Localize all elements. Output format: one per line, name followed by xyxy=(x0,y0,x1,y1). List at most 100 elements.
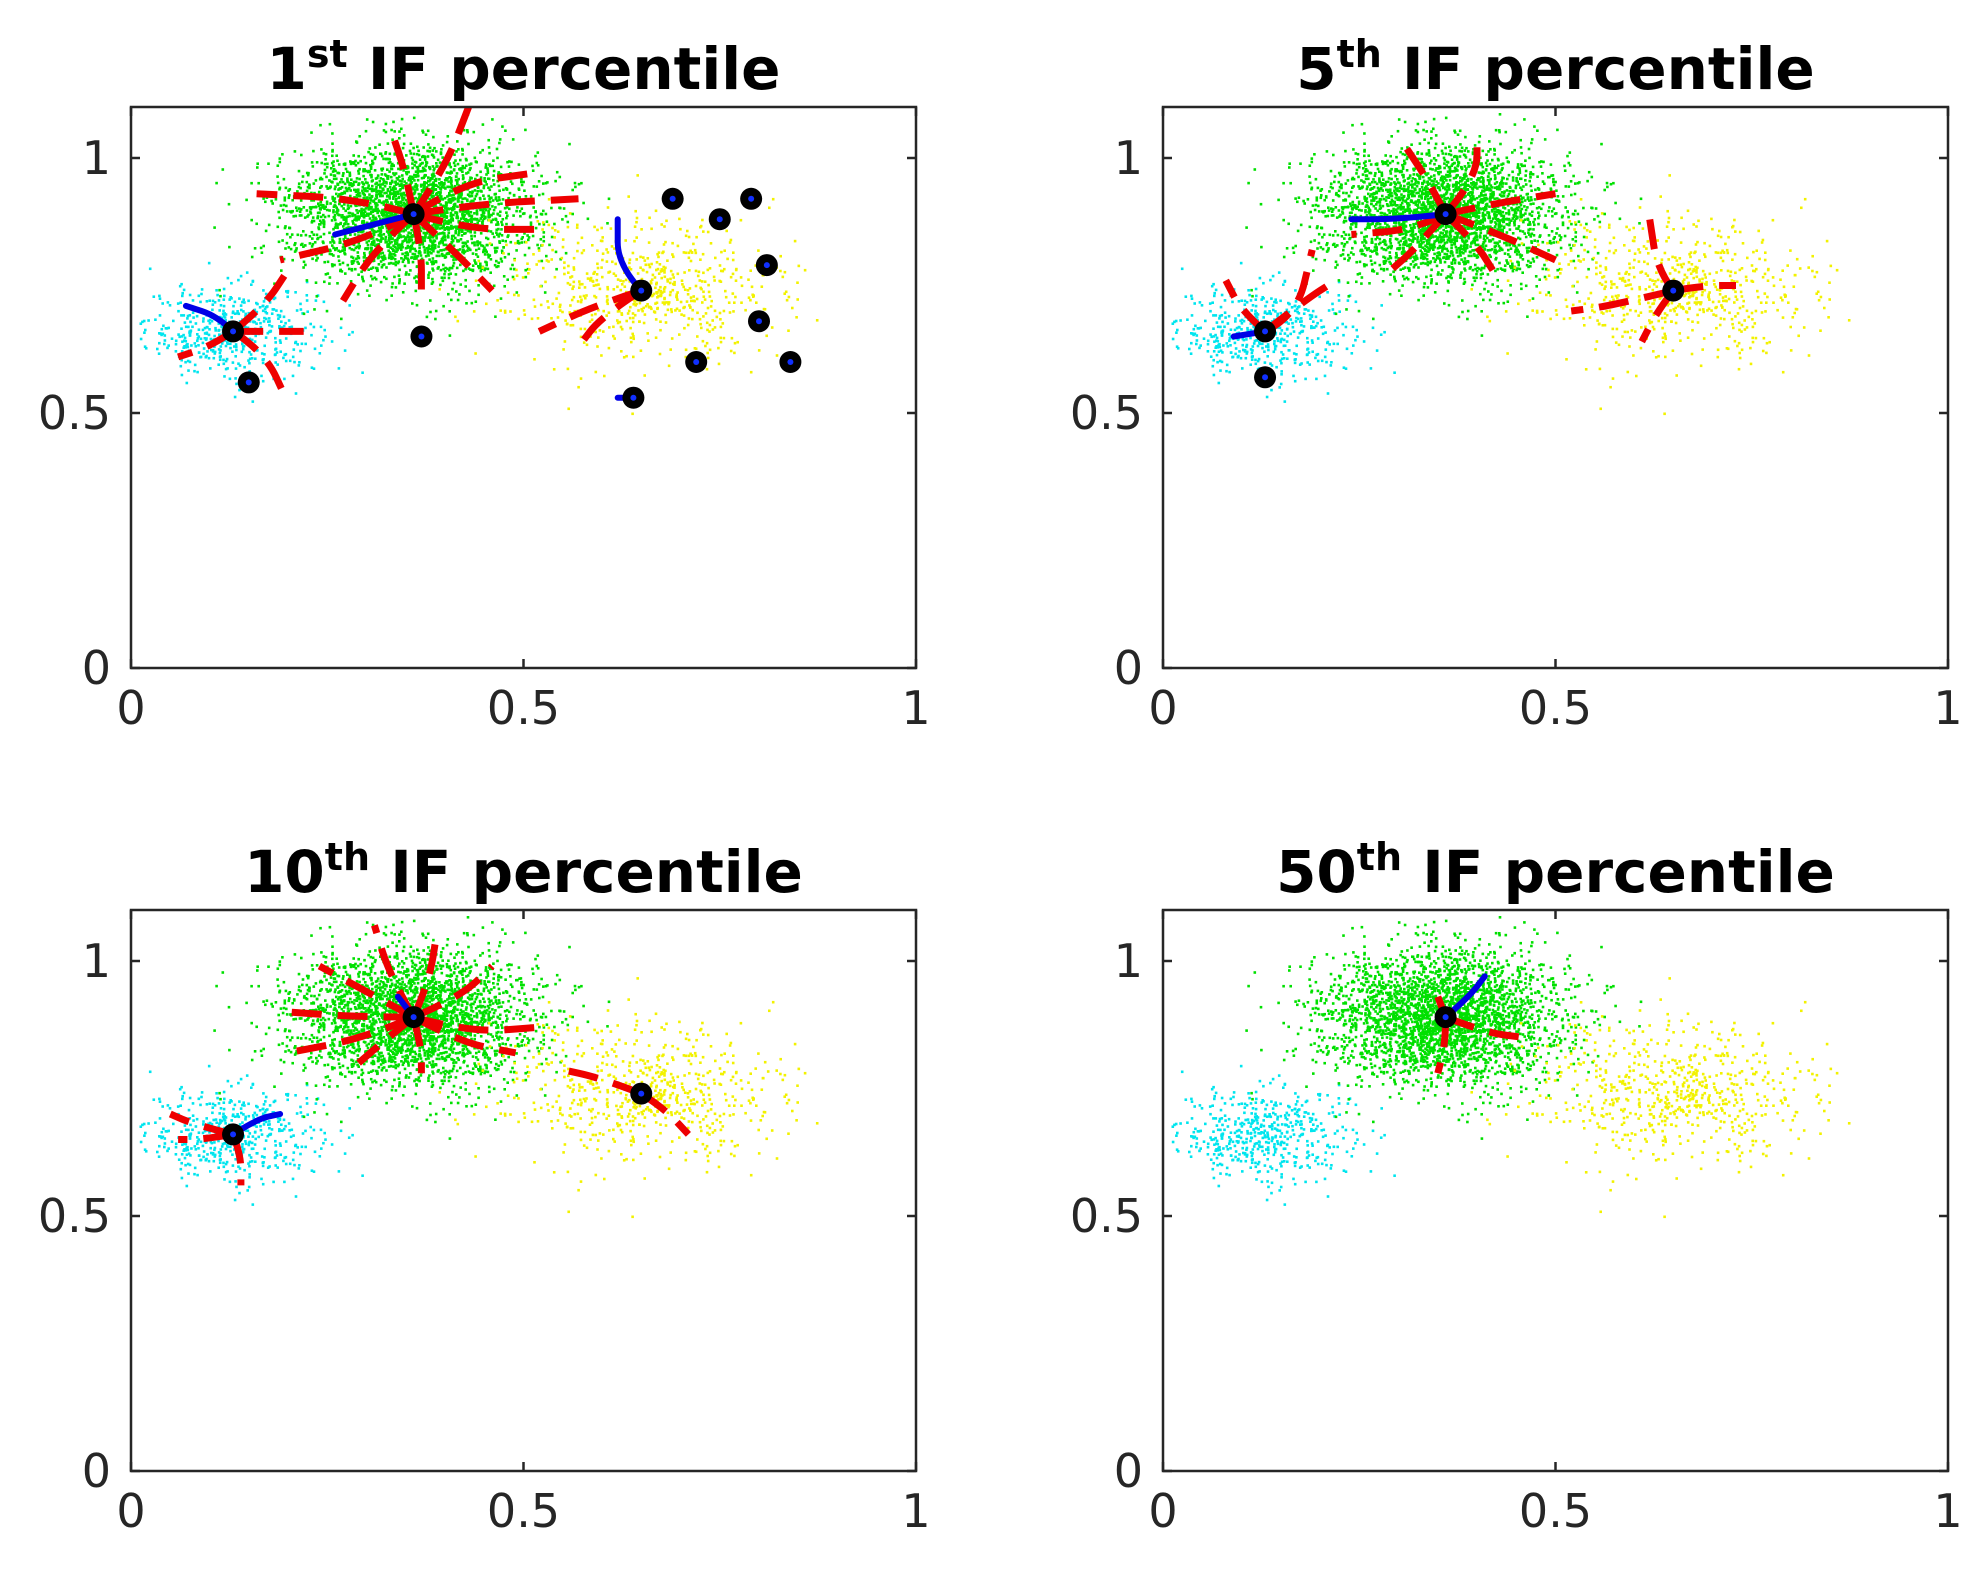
scatter-point xyxy=(418,170,422,173)
scatter-point xyxy=(619,288,623,292)
scatter-point xyxy=(333,187,337,191)
scatter-point xyxy=(282,203,286,207)
scatter-point xyxy=(322,222,326,226)
scatter-point xyxy=(639,255,642,259)
scatter-point xyxy=(465,302,468,305)
scatter-point xyxy=(387,239,390,242)
scatter-point xyxy=(488,215,491,219)
scatter-point xyxy=(485,183,488,186)
scatter-point xyxy=(1493,250,1496,254)
scatter-point xyxy=(237,312,241,316)
scatter-point xyxy=(663,297,666,301)
scatter-point xyxy=(168,304,172,307)
scatter-point xyxy=(702,230,705,233)
scatter-point xyxy=(718,279,721,283)
scatter-point xyxy=(632,337,635,341)
scatter-point xyxy=(1393,371,1396,374)
scatter-point xyxy=(413,276,416,280)
scatter-point xyxy=(639,349,643,352)
scatter-point xyxy=(267,317,271,320)
scatter-point xyxy=(458,293,461,296)
scatter-point xyxy=(451,217,454,221)
scatter-point xyxy=(513,258,516,262)
scatter-point xyxy=(456,319,460,323)
scatter-point xyxy=(484,267,487,270)
scatter-point xyxy=(449,218,453,221)
scatter-point xyxy=(351,219,354,223)
scatter-point xyxy=(222,298,226,301)
scatter-point xyxy=(1412,173,1416,176)
scatter-point xyxy=(683,326,686,330)
scatter-point xyxy=(515,234,519,237)
scatter-point xyxy=(298,210,302,213)
scatter-point xyxy=(304,263,307,267)
scatter-point xyxy=(1250,358,1254,361)
scatter-point xyxy=(540,174,543,178)
scatter-point xyxy=(256,162,259,165)
scatter-point xyxy=(655,268,658,272)
scatter-point xyxy=(1241,367,1244,370)
scatter-point xyxy=(370,219,374,223)
scatter-point xyxy=(308,186,311,190)
scatter-point xyxy=(553,222,556,226)
scatter-point xyxy=(377,192,381,196)
scatter-point xyxy=(466,171,470,174)
scatter-point xyxy=(327,214,331,218)
scatter-point xyxy=(566,367,570,371)
scatter-point xyxy=(439,203,442,206)
scatter-point xyxy=(213,334,216,338)
scatter-point xyxy=(324,205,327,208)
scatter-point xyxy=(475,218,479,221)
scatter-point xyxy=(708,295,712,298)
scatter-point xyxy=(234,355,237,358)
scatter-point xyxy=(1218,314,1222,318)
scatter-point xyxy=(418,250,421,253)
scatter-point xyxy=(447,180,450,183)
scatter-point xyxy=(354,190,358,193)
scatter-point xyxy=(364,189,367,193)
scatter-point xyxy=(433,239,437,243)
scatter-point xyxy=(499,257,503,261)
scatter-point xyxy=(699,322,702,326)
scatter-point xyxy=(431,182,435,186)
scatter-point xyxy=(278,339,282,342)
scatter-point xyxy=(437,245,440,248)
scatter-point xyxy=(467,219,471,222)
scatter-point xyxy=(731,258,735,262)
scatter-point xyxy=(715,315,719,319)
scatter-point xyxy=(1306,341,1309,344)
scatter-point xyxy=(1475,219,1478,222)
scatter-point xyxy=(248,370,251,373)
scatter-point xyxy=(424,236,427,239)
scatter-point xyxy=(250,181,253,185)
scatter-point xyxy=(409,142,413,145)
scatter-point xyxy=(446,207,449,210)
scatter-point xyxy=(1316,359,1320,363)
scatter-point xyxy=(612,325,615,329)
scatter-point xyxy=(187,325,190,329)
scatter-point xyxy=(214,329,217,332)
scatter-point xyxy=(647,263,651,266)
scatter-point xyxy=(460,234,464,237)
scatter-point xyxy=(1255,294,1258,298)
scatter-point xyxy=(446,195,449,198)
scatter-point xyxy=(350,255,353,259)
scatter-point xyxy=(1423,282,1426,285)
scatter-point xyxy=(1188,347,1191,351)
scatter-point xyxy=(434,234,438,237)
scatter-point xyxy=(374,177,378,180)
scatter-point xyxy=(310,221,314,224)
scatter-point xyxy=(501,239,504,242)
scatter-point xyxy=(299,349,302,353)
scatter-point xyxy=(671,253,674,256)
scatter-point xyxy=(1319,319,1323,322)
scatter-point xyxy=(371,277,374,281)
scatter-point xyxy=(226,367,229,370)
scatter-point xyxy=(1439,261,1442,264)
scatter-point xyxy=(1240,299,1243,302)
scatter-point xyxy=(371,184,374,188)
scatter-point xyxy=(1254,298,1258,301)
scatter-point xyxy=(498,138,502,141)
scatter-point xyxy=(211,308,214,312)
scatter-point xyxy=(1476,238,1479,242)
